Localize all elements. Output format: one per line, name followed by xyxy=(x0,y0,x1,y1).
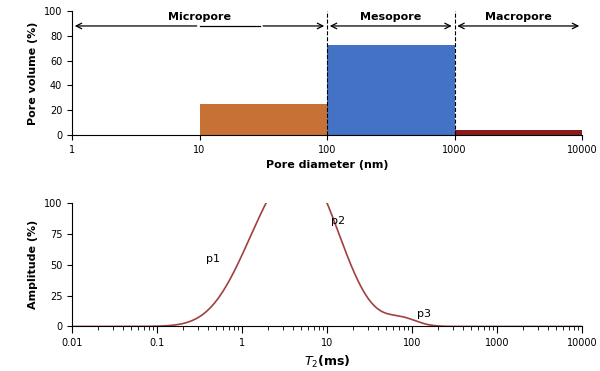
Text: Mesopore: Mesopore xyxy=(360,12,421,22)
X-axis label: Pore diameter (nm): Pore diameter (nm) xyxy=(266,160,388,170)
Y-axis label: Pore volume (%): Pore volume (%) xyxy=(28,21,38,125)
Text: Micropore: Micropore xyxy=(168,12,231,22)
X-axis label: $T_2$(ms): $T_2$(ms) xyxy=(304,354,350,370)
Text: p3: p3 xyxy=(417,309,431,319)
Text: p1: p1 xyxy=(206,254,220,264)
Text: Macropore: Macropore xyxy=(485,12,551,22)
Y-axis label: Amplitude (%): Amplitude (%) xyxy=(28,220,38,309)
Text: p2: p2 xyxy=(331,216,344,226)
